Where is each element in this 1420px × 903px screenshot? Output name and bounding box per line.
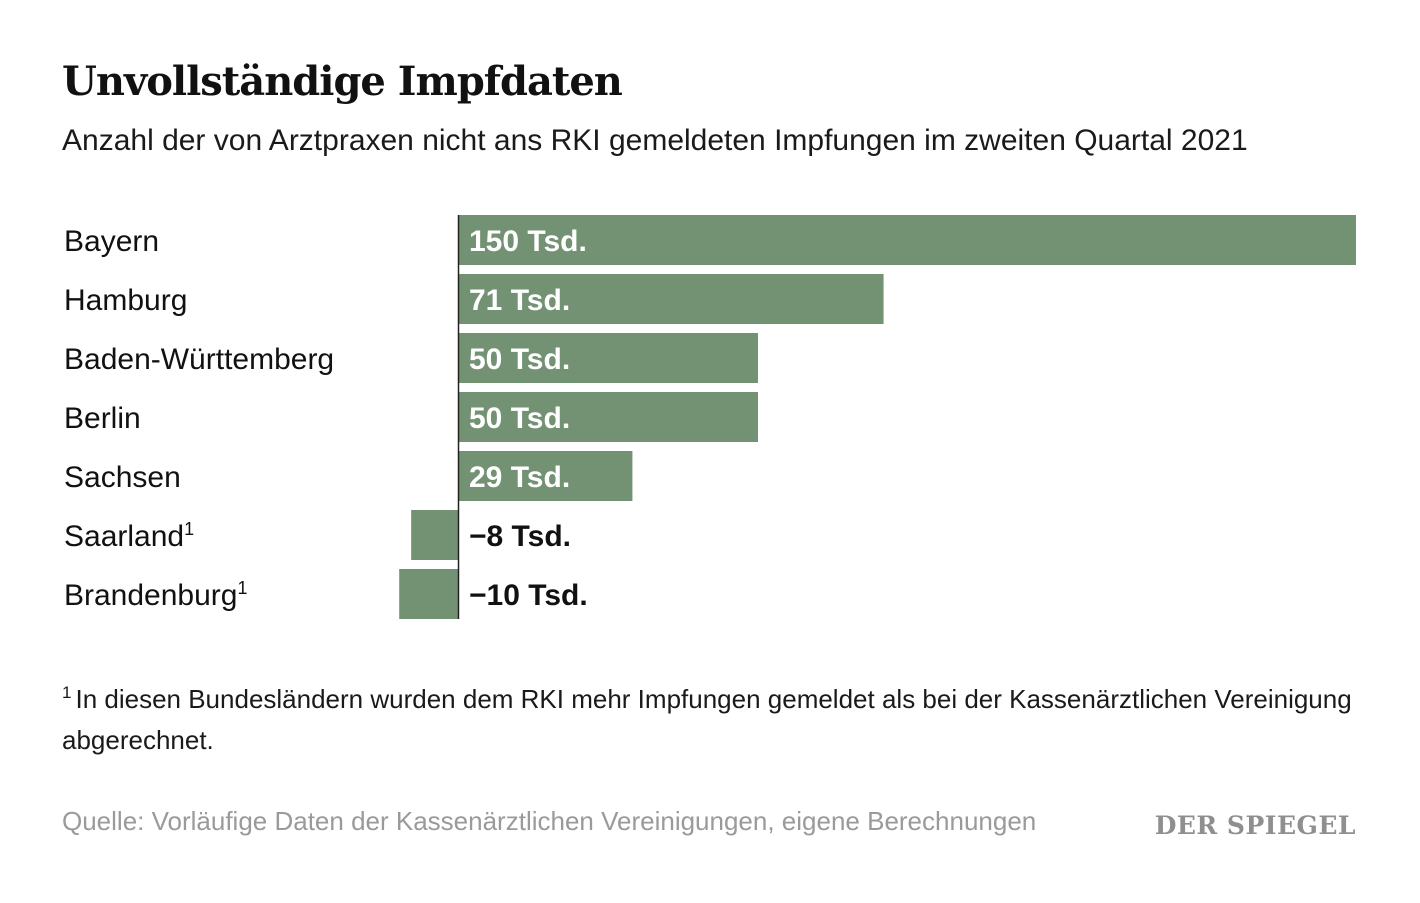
category-label: Brandenburg1 [64, 578, 247, 612]
der-spiegel-logo: DER SPIEGEL [1154, 811, 1356, 840]
value-label: −8 Tsd. [469, 520, 571, 553]
category-superscript: 1 [237, 578, 247, 598]
category-label: Baden-Württemberg [64, 343, 334, 376]
value-label: 29 Tsd. [469, 461, 570, 494]
bar-berlin [459, 392, 758, 442]
bar-bayern [459, 215, 1356, 265]
footnote-text: In diesen Bundesländern wurden dem RKI m… [62, 684, 1352, 755]
category-label: Hamburg [64, 284, 187, 317]
footnote-marker: 1 [62, 683, 72, 702]
bar-saarland [411, 510, 459, 560]
bar-chart: Bayern 150 Tsd.Hamburg 71 Tsd.Baden-Württe… [64, 215, 1356, 619]
category-label: Sachsen [64, 461, 181, 494]
bar-baden-württemberg [459, 333, 758, 383]
category-superscript: 1 [184, 519, 194, 539]
footnote: 1 In diesen Bundesländern wurden dem RKI … [62, 672, 1362, 761]
chart-subtitle: Anzahl der von Arztpraxen nicht ans RKI … [62, 124, 1248, 157]
value-label: 71 Tsd. [469, 284, 570, 317]
value-label: 50 Tsd. [469, 402, 570, 435]
value-label: 50 Tsd. [469, 343, 570, 376]
bar-brandenburg [399, 569, 459, 619]
value-label: −10 Tsd. [469, 579, 588, 612]
source-note: Quelle: Vorläufige Daten der Kassenärztl… [62, 806, 1037, 836]
bar-sachsen [459, 451, 633, 501]
chart-title: Unvollständige Impfdaten [62, 58, 623, 105]
bar-hamburg [459, 274, 884, 324]
category-label: Berlin [64, 402, 141, 435]
category-label: Bayern [64, 225, 159, 258]
value-label: 150 Tsd. [469, 225, 587, 258]
category-label: Saarland1 [64, 519, 194, 553]
